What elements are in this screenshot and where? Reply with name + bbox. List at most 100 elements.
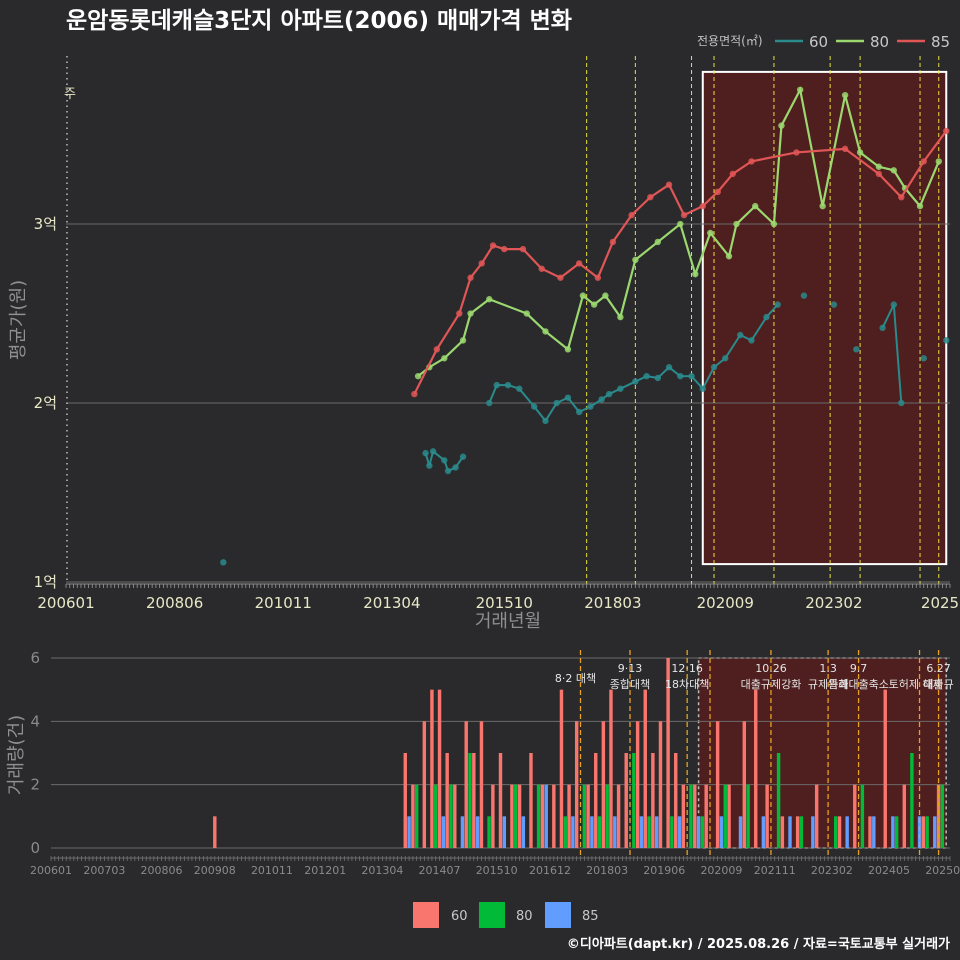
x-tick-label: 2025: [921, 594, 959, 612]
price-panel: 1억 2억 3억 주 200601 200806 201011 201304 201510 201…: [8, 56, 959, 632]
volume-bar-60: [586, 784, 590, 848]
data-point-80: [692, 270, 699, 278]
volume-bar-80: [434, 784, 438, 848]
data-point-60: [774, 301, 781, 308]
volume-bar-80: [834, 816, 838, 848]
highlight-box: [701, 70, 948, 566]
top-legend: 전용면적(㎡) 60 80 85: [697, 33, 950, 51]
data-point-60: [516, 385, 523, 392]
volume-bar-60: [403, 753, 407, 848]
volume-bar-85: [761, 816, 766, 848]
data-point-80: [890, 167, 898, 174]
y-tick-label: 1억: [34, 573, 57, 591]
volume-bar-60: [609, 689, 613, 848]
volume-bar-60: [559, 689, 564, 848]
series-segment-60: [518, 388, 535, 408]
volume-x-tick-label: 200703: [83, 864, 125, 877]
volume-y-tick: 0: [30, 839, 40, 857]
volume-bar-85: [654, 816, 659, 848]
volume-bar-60: [213, 816, 217, 848]
volume-bar-60: [453, 784, 457, 848]
data-point-80: [707, 229, 714, 237]
volume-x-tick-label: 200601: [30, 864, 72, 877]
volume-bar-60: [921, 816, 926, 848]
legend-label-60: 60: [809, 33, 828, 51]
data-point-80: [770, 220, 778, 228]
volume-bar-80: [647, 816, 651, 848]
volume-bar-60: [651, 753, 655, 848]
volume-bar-60: [635, 721, 640, 848]
volume-bar-60: [814, 784, 819, 848]
data-point-85: [557, 274, 564, 281]
data-point-85: [489, 242, 497, 249]
data-point-60: [531, 403, 538, 410]
data-point-60: [654, 374, 662, 382]
data-point-80: [875, 163, 883, 170]
data-point-85: [748, 158, 755, 165]
data-point-85: [793, 149, 800, 156]
volume-bar-60: [479, 721, 484, 848]
volume-x-tick-label: 202508: [925, 864, 960, 877]
data-point-80: [632, 256, 639, 264]
volume-bar-85: [590, 816, 594, 848]
data-point-60: [800, 292, 808, 299]
data-point-60: [617, 385, 624, 392]
data-point-85: [433, 346, 441, 353]
side-label: 주: [64, 87, 76, 102]
y-axis-title: 평균가(원): [8, 280, 29, 360]
data-point-60: [220, 559, 227, 566]
volume-bar-60: [704, 784, 708, 848]
data-point-80: [590, 301, 598, 308]
data-point-85: [467, 274, 474, 281]
volume-bar-60: [624, 753, 628, 848]
volume-bar-60: [902, 784, 907, 848]
volume-bar-60: [883, 689, 887, 848]
x-tick-label: 201510: [476, 594, 533, 612]
volume-bar-80: [894, 816, 899, 848]
volume-bar-80: [940, 784, 945, 848]
data-point-80: [579, 292, 587, 299]
data-point-80: [441, 355, 448, 362]
chart-title: 운암동롯데캐슬3단지 아파트(2006) 매매가격 변화: [66, 8, 572, 34]
bottom-legend-swatch-60: [413, 902, 439, 928]
data-point-85: [898, 193, 905, 201]
volume-bar-60: [422, 721, 427, 848]
volume-x-tick-label: 200806: [140, 864, 182, 877]
bottom-legend-label-85: 85: [582, 909, 599, 924]
volume-bar-60: [780, 816, 785, 848]
policy-annotation: 9·13: [618, 662, 643, 675]
policy-annotation: 특례대출축소: [828, 678, 889, 691]
data-point-60: [632, 378, 639, 385]
data-point-85: [729, 170, 736, 178]
data-point-60: [737, 331, 744, 339]
data-point-80: [602, 292, 609, 299]
data-point-80: [677, 220, 684, 228]
volume-y-tick: 6: [30, 649, 40, 667]
data-point-60: [748, 337, 755, 344]
x-tick-label: 202009: [697, 594, 754, 612]
volume-bar-60: [666, 658, 670, 848]
data-point-80: [564, 346, 572, 353]
volume-bar-60: [658, 721, 663, 848]
volume-bar-80: [799, 816, 804, 848]
volume-bar-80: [514, 784, 518, 848]
volume-bar-80: [670, 816, 674, 848]
volume-bar-60: [742, 721, 747, 848]
volume-y-tick: 4: [30, 712, 40, 730]
volume-x-tick-label: 200908: [194, 864, 236, 877]
volume-y-tick: 2: [30, 776, 40, 794]
series-line-80: [417, 86, 940, 378]
bottom-legend-swatch-80: [479, 902, 505, 928]
volume-bar-85: [521, 816, 526, 848]
policy-annotation: 8·2 대책: [555, 672, 596, 685]
data-point-60: [830, 301, 838, 308]
volume-bar-85: [639, 816, 644, 848]
volume-bar-85: [933, 816, 937, 848]
volume-x-tick-label: 201803: [586, 864, 628, 877]
data-point-85: [841, 145, 849, 153]
volume-x-tick-label: 201011: [251, 864, 293, 877]
volume-x-tick-label: 202302: [811, 864, 853, 877]
volume-bar-60: [594, 753, 598, 848]
volume-bar-85: [719, 816, 724, 848]
legend-label-80: 80: [870, 33, 889, 51]
